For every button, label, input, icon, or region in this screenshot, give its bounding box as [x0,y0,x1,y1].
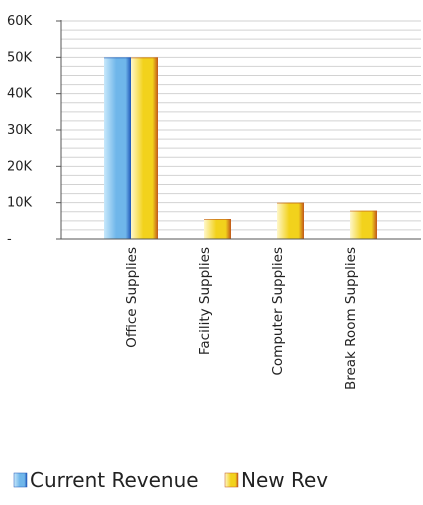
y-tick-label: 30K [7,123,33,138]
legend: Current Revenue New Rev [13,468,328,492]
bar-current-revenue [104,57,131,240]
category-label: Computer Supplies [270,247,286,376]
legend-swatch-current-revenue [13,472,28,488]
y-tick-label: 20K [7,159,33,174]
y-tick-label: 40K [7,87,33,102]
axes [56,20,421,240]
bar-new-rev [204,219,231,239]
category-label: Office Supplies [124,247,140,348]
category-label: Facility Supplies [197,247,213,355]
y-tick-labels: - 10K 20K 30K 40K 50K 60K [7,14,33,247]
bar-new-rev [131,57,158,240]
legend-swatch-new-rev [224,472,239,488]
bar-new-rev [277,202,304,239]
y-tick-label: 50K [7,50,33,65]
y-tick-label: - [7,232,12,247]
legend-label: Current Revenue [30,468,199,492]
bars [104,57,377,240]
bar-new-rev [350,210,377,239]
category-label: Break Room Supplies [343,247,359,390]
legend-label: New Rev [241,468,328,492]
category-labels: Office Supplies Facility Supplies Computer… [124,247,359,390]
y-tick-label: 60K [7,14,33,29]
y-tick-label: 10K [7,196,33,211]
